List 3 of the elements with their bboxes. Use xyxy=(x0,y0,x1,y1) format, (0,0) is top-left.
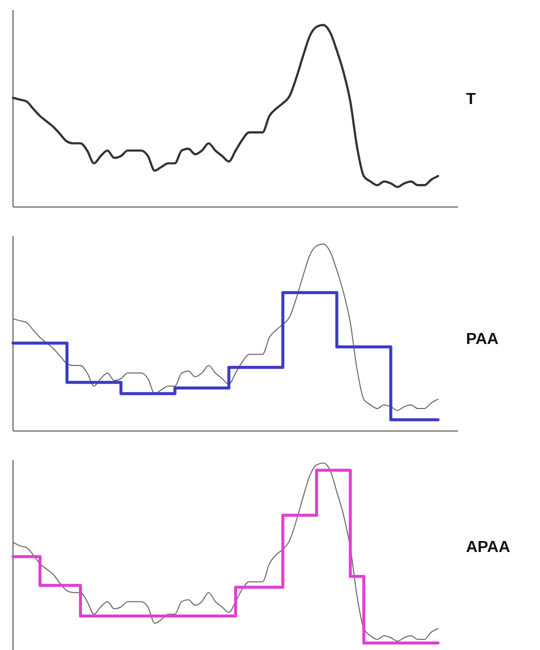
text: T xyxy=(466,91,476,108)
text: PAA xyxy=(466,331,500,348)
text: APAA xyxy=(466,539,511,556)
